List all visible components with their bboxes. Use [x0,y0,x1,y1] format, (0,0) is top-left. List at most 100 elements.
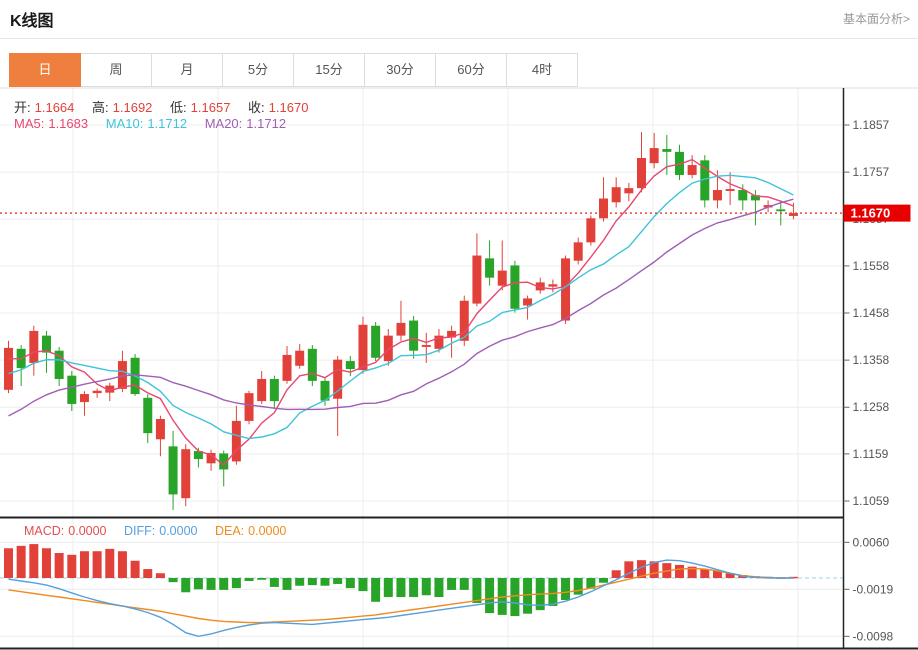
candlestick [257,378,267,402]
diff-line [8,559,794,638]
macd-histogram-bar [130,560,140,578]
macd-histogram-bar [345,578,355,589]
macd-histogram-bar [16,545,26,578]
tab-60分[interactable]: 60分 [435,53,507,87]
period-tab-bar: 日周月 5分 15分 30分 60分 4时 [9,53,578,87]
macd-histogram-bar [712,570,722,578]
macd-histogram-bar [206,578,216,590]
macd-histogram-bar [383,578,393,598]
macd-histogram-bar [92,551,102,578]
tab-月[interactable]: 月 [151,53,223,87]
tab-周[interactable]: 周 [80,53,152,87]
tab-30分[interactable]: 30分 [364,53,436,87]
macd-histogram-bar [231,578,241,589]
candlestick [181,449,191,499]
candlestick [41,335,51,353]
candlestick [472,255,482,304]
candlestick [269,378,279,402]
tab-日[interactable]: 日 [9,53,81,87]
macd-histogram-bar [624,561,634,578]
last-price-tag [843,204,911,222]
candlestick [333,359,343,399]
macd-axis-label: 0.0060 [853,535,890,549]
candlestick [548,284,558,287]
candlestick [193,451,203,460]
macd-histogram-bar [637,560,646,578]
candlestick [700,160,710,201]
candlestick [383,335,393,362]
macd-histogram-bar [674,564,684,578]
macd-histogram-bar [649,561,659,578]
candlestick [497,270,507,286]
candlestick [674,151,684,175]
candlestick [573,242,583,261]
candlestick [307,348,317,381]
fundamental-analysis-link[interactable]: 基本面分析> [842,12,910,26]
candlestick [485,258,495,278]
tab-15分[interactable]: 15分 [293,53,365,87]
price-axis-label: 1.1458 [853,306,890,320]
candlestick [371,325,381,358]
candlestick [637,157,646,189]
candlestick [54,350,64,379]
macd-histogram-bar [244,578,254,581]
candlestick [409,320,419,351]
macd-histogram-bar [41,548,51,578]
price-axis-label: 1.1757 [853,165,890,179]
candlestick [117,361,127,389]
candlestick [662,149,672,152]
tab-5分[interactable]: 5分 [222,53,294,87]
price-axis-label: 1.1857 [853,118,890,132]
macd-histogram-bar [193,578,203,590]
macd-histogram-bar [4,548,13,578]
macd-axis-label: -0.0098 [853,629,894,643]
candlestick [561,258,571,321]
macd-histogram-bar [573,578,583,595]
candlestick [776,209,786,212]
candlestick [738,190,748,201]
macd-histogram-bar [485,578,495,614]
macd-histogram-bar [155,573,165,578]
macd-histogram-bar [611,570,621,578]
page-title: K线图 [10,13,54,30]
macd-histogram-bar [523,578,533,614]
candlestick [92,390,102,394]
candlestick [79,394,89,403]
candlestick [244,393,254,421]
macd-histogram-bar [257,578,267,580]
price-axis-label: 1.1159 [853,447,889,461]
candlestick [143,397,153,434]
candlestick [510,265,520,309]
candlestick [29,330,39,363]
macd-histogram-bar [459,578,469,590]
candlestick [459,300,469,341]
macd-histogram-bar [700,569,710,578]
tab-4时[interactable]: 4时 [506,53,578,87]
candlestick [295,350,305,366]
candlestick [4,347,13,390]
candlestick [788,213,798,216]
candlestick [649,148,659,164]
candlestick [523,298,533,306]
macd-histogram-bar [358,578,368,592]
macd-histogram-bar [396,578,406,598]
macd-histogram-bar [548,578,558,606]
header-divider [0,38,918,39]
ma10-line [8,174,794,440]
candlestick [67,375,77,404]
candlestick [750,195,760,201]
candlestick [599,198,609,219]
candlestick [763,205,773,208]
macd-histogram-bar [282,578,292,590]
candlestick [105,385,115,393]
ma5-line [8,158,794,466]
macd-histogram-bar [421,578,431,596]
macd-histogram-bar [725,573,735,578]
macd-histogram-bar [219,578,229,590]
price-axis-label: 1.1059 [853,494,890,508]
candlestick [155,419,165,440]
macd-histogram-bar [371,578,381,602]
macd-histogram-bar [295,578,305,586]
